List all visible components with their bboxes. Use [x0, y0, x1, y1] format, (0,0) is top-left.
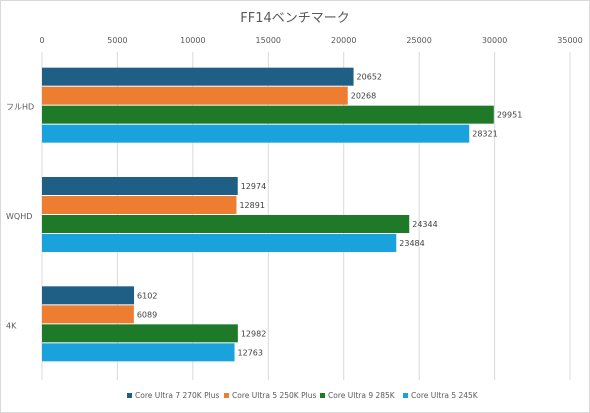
x-tick-label: 25000 [406, 36, 431, 45]
legend-label: Core Ultra 5 245K [411, 391, 479, 400]
category-label: 4K [6, 321, 17, 330]
bar [42, 305, 134, 324]
bars [42, 67, 494, 362]
data-label: 23484 [399, 239, 424, 248]
data-label: 20268 [351, 92, 376, 101]
legend: Core Ultra 7 270K Plus Core Ultra 5 250K … [127, 391, 479, 400]
bar [42, 286, 135, 305]
data-label: 29951 [497, 111, 522, 120]
x-tick-label: 0 [39, 36, 44, 45]
data-label: 6089 [137, 310, 157, 319]
legend-swatch [403, 393, 408, 398]
x-tick-label: 30000 [482, 36, 507, 45]
bar [42, 234, 397, 252]
data-label: 28321 [472, 130, 497, 139]
x-axis-ticks: 0 5000 10000 15000 20000 25000 30000 35000 [39, 36, 582, 45]
data-label: 12891 [239, 201, 264, 210]
bar [42, 343, 235, 362]
data-label: 12982 [241, 329, 266, 338]
category-labels: フルHD WQHD 4K [6, 103, 34, 331]
chart-title: FF14ベンチマーク [240, 11, 350, 26]
bar [42, 86, 348, 105]
legend-label: Core Ultra 7 270K Plus [135, 391, 219, 400]
x-tick-label: 5000 [107, 36, 127, 45]
x-tick-label: 35000 [557, 36, 582, 45]
bar [42, 215, 410, 233]
bar [42, 196, 237, 214]
bar [42, 324, 238, 343]
data-label: 12763 [238, 348, 263, 357]
legend-swatch [320, 393, 325, 398]
data-label: 12974 [241, 182, 266, 191]
x-tick-label: 15000 [256, 36, 281, 45]
x-tick-label: 20000 [331, 36, 356, 45]
data-label: 20652 [357, 73, 382, 82]
bar [42, 124, 470, 143]
legend-label: Core Ultra 5 250K Plus [232, 391, 316, 400]
bar [42, 177, 238, 195]
x-tick-label: 10000 [180, 36, 205, 45]
data-label: 24344 [412, 220, 437, 229]
legend-swatch [224, 393, 229, 398]
data-labels: 20652 20268 29951 28321 12974 12891 24344 23484… [137, 73, 522, 358]
bar [42, 67, 354, 86]
category-label: WQHD [6, 212, 32, 221]
legend-swatch [127, 393, 132, 398]
legend-label: Core Ultra 9 285K [328, 391, 396, 400]
data-label: 6102 [137, 291, 157, 300]
bar [42, 105, 494, 124]
category-label: フルHD [6, 103, 34, 112]
